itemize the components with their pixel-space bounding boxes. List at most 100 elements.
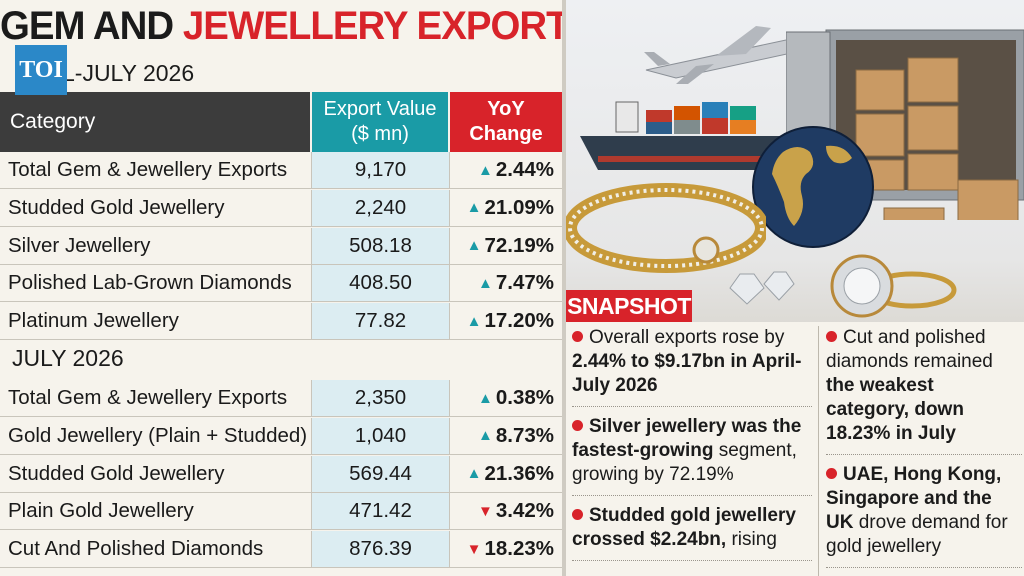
snapshot-separator	[818, 326, 819, 576]
row-category: Studded Gold Jewellery	[0, 189, 312, 226]
headline: GEM AND JEWELLERY EXPORTS	[0, 4, 594, 50]
bullet-dot-icon	[572, 331, 583, 342]
row-category: Gold Jewellery (Plain + Studded)	[0, 417, 312, 454]
table-row: Gold Jewellery (Plain + Studded) 1,040 ▲ 8.…	[0, 417, 562, 455]
snapshot-bullet: Cut and polished diamonds remained the w…	[826, 326, 1022, 455]
row-export-value: 2,240	[312, 189, 450, 226]
row-yoy-change: ▲ 21.36%	[450, 455, 562, 492]
header-yoy-change: YoY Change	[450, 92, 562, 152]
triangle-up-icon: ▲	[466, 312, 482, 330]
bullet-text-bold: Silver jewellery was the fastest-growing	[572, 416, 802, 461]
bracelet-icon	[566, 183, 766, 273]
table-row: Total Gem & Jewellery Exports 9,170 ▲ 2.44%	[0, 152, 562, 189]
bullet-text-bold: 2.44% to $9.17bn in April-July 2026	[572, 351, 802, 396]
bullet-text-post: segment, growing by 72.19%	[572, 440, 797, 485]
snapshot-bullet: Overall exports rose by 2.44% to $9.17bn…	[572, 326, 812, 407]
change-value: 72.19%	[484, 233, 554, 257]
row-export-value: 1,040	[312, 417, 450, 454]
snapshot-label: SNAPSHOT	[566, 290, 692, 322]
headline-part1: GEM AND	[0, 4, 183, 48]
row-export-value: 876.39	[312, 531, 450, 568]
row-yoy-change: ▲ 72.19%	[450, 227, 562, 264]
triangle-up-icon: ▲	[478, 274, 493, 292]
change-value: 2.44%	[495, 158, 554, 181]
section1-title: L-JULY 2026	[62, 60, 195, 86]
table-row: Platinum Jewellery 77.82 ▲ 17.20%	[0, 303, 562, 341]
bullet-text-pre: Overall exports rose by	[589, 327, 785, 348]
change-value: 8.73%	[495, 423, 554, 447]
row-category: Polished Lab-Grown Diamonds	[0, 265, 312, 302]
bullet-text-bold: UAE, Hong Kong, Singapore and the UK	[826, 464, 1002, 533]
cargo-ship-icon	[580, 101, 782, 170]
bullet-text-post: drove demand for gold jewellery	[826, 512, 1008, 557]
row-category: Platinum Jewellery	[0, 303, 312, 340]
row-category: Cut And Polished Diamonds	[0, 531, 312, 568]
snapshot-bullet: Silver jewellery was the fastest-growing…	[572, 415, 812, 496]
row-category: Plain Gold Jewellery	[0, 493, 312, 530]
row-category: Studded Gold Jewellery	[0, 455, 312, 492]
table-row: Silver Jewellery 508.18 ▲ 72.19%	[0, 227, 562, 265]
row-export-value: 471.42	[312, 493, 450, 530]
bullet-text-pre: Cut and polished diamonds remained	[826, 327, 993, 372]
row-yoy-change: ▲ 0.38%	[450, 380, 562, 416]
change-value: 3.42%	[495, 499, 554, 523]
row-export-value: 508.18	[312, 227, 450, 264]
diamond-icon	[729, 271, 795, 305]
triangle-up-icon: ▲	[466, 465, 482, 483]
row-yoy-change: ▲ 7.47%	[450, 265, 562, 302]
table-row: Total Gem & Jewellery Exports 2,350 ▲ 0.38%	[0, 380, 562, 417]
bullet-text-bold: the weakest category, down 18.23% in Jul…	[826, 375, 964, 444]
toi-logo: TOI	[15, 45, 67, 95]
snapshot-bullet: Studded gold jewellery crossed $2.24bn, …	[572, 504, 812, 561]
row-export-value: 77.82	[312, 303, 450, 340]
globe-icon	[752, 126, 874, 248]
snapshot-column-left: Overall exports rose by 2.44% to $9.17bn…	[572, 326, 812, 569]
change-value: 0.38%	[495, 386, 554, 409]
row-category: Total Gem & Jewellery Exports	[0, 380, 312, 416]
triangle-down-icon: ▼	[478, 502, 493, 520]
change-value: 18.23%	[484, 537, 554, 561]
table-panel: GEM AND JEWELLERY EXPORTS TOI L-JULY 202…	[0, 4, 595, 569]
triangle-up-icon: ▲	[478, 161, 493, 179]
bullet-text-bold: Studded gold jewellery crossed $2.24bn,	[572, 505, 796, 550]
row-export-value: 408.50	[312, 265, 450, 302]
change-value: 17.20%	[484, 309, 554, 333]
row-export-value: 2,350	[312, 380, 450, 416]
triangle-up-icon: ▲	[478, 427, 493, 445]
row-yoy-change: ▼ 18.23%	[450, 531, 562, 568]
bullet-dot-icon	[572, 420, 583, 431]
triangle-up-icon: ▲	[478, 389, 493, 407]
row-yoy-change: ▲ 2.44%	[450, 152, 562, 188]
table-row: Polished Lab-Grown Diamonds 408.50 ▲ 7.47%	[0, 265, 562, 303]
ring-icon	[830, 254, 957, 318]
row-yoy-change: ▼ 3.42%	[450, 493, 562, 530]
row-category: Total Gem & Jewellery Exports	[0, 152, 312, 188]
table-row: Plain Gold Jewellery 471.42 ▼ 3.42%	[0, 493, 562, 531]
change-value: 7.47%	[495, 271, 554, 295]
header-category: Category	[0, 92, 310, 152]
row-export-value: 569.44	[312, 455, 450, 492]
triangle-up-icon: ▲	[466, 199, 482, 217]
snapshot-bullet: UAE, Hong Kong, Singapore and the UK dro…	[826, 463, 1022, 568]
change-value: 21.09%	[484, 195, 554, 219]
row-yoy-change: ▲ 17.20%	[450, 303, 562, 340]
bullet-dot-icon	[826, 331, 837, 342]
snapshot-bullets: Overall exports rose by 2.44% to $9.17bn…	[566, 322, 1024, 576]
bullet-dot-icon	[572, 509, 583, 520]
triangle-down-icon: ▼	[466, 540, 482, 558]
row-category: Silver Jewellery	[0, 227, 312, 264]
panel-divider	[562, 0, 566, 576]
bullet-text-post: rising	[726, 529, 777, 550]
row-yoy-change: ▲ 8.73%	[450, 417, 562, 454]
change-value: 21.36%	[484, 461, 554, 485]
triangle-up-icon: ▲	[466, 237, 482, 255]
section2-title: JULY 2026	[12, 345, 124, 371]
table-row: Studded Gold Jewellery 2,240 ▲ 21.09%	[0, 189, 562, 227]
headline-part2: JEWELLERY EXPORTS	[182, 4, 594, 48]
table-row: Cut And Polished Diamonds 876.39 ▼ 18.23%	[0, 531, 562, 569]
illustration-panel: SNAPSHOT Overall exports rose by 2.44% t…	[566, 0, 1024, 576]
row-yoy-change: ▲ 21.09%	[450, 189, 562, 226]
snapshot-column-right: Cut and polished diamonds remained the w…	[826, 326, 1022, 576]
table-row: Studded Gold Jewellery 569.44 ▲ 21.36%	[0, 455, 562, 493]
header-export-value: Export Value ($ mn)	[312, 92, 448, 152]
